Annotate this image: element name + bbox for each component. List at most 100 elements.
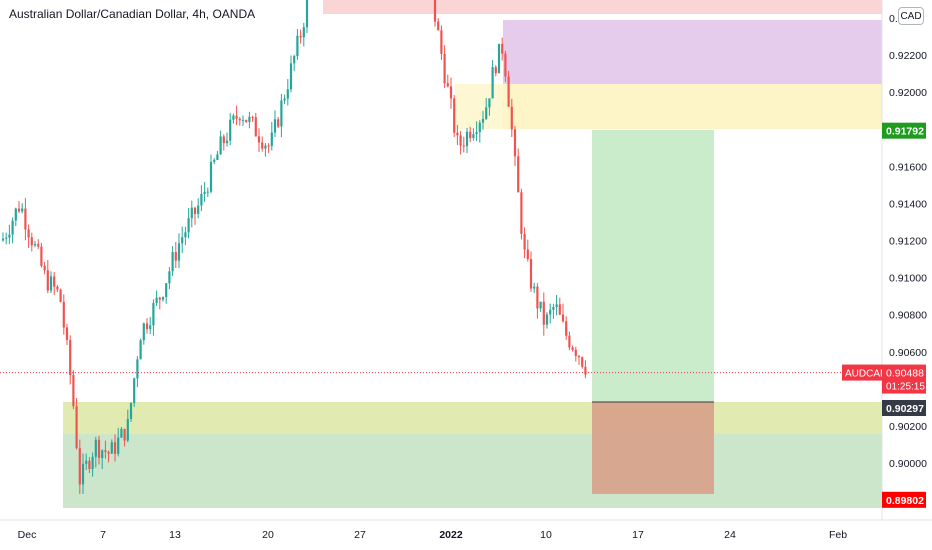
candle-body: [49, 276, 53, 291]
candle-body: [533, 286, 536, 289]
x-tick-label: Feb: [829, 529, 847, 541]
candle-body: [302, 27, 305, 38]
countdown-text: 01:25:15: [886, 382, 925, 393]
candle-body: [11, 220, 14, 235]
supply-zone-top: [323, 0, 882, 14]
candle-body: [101, 450, 104, 458]
candle-body: [491, 67, 494, 99]
price-label-text: 0.89802: [886, 495, 924, 507]
candle-body: [216, 154, 219, 160]
candle-body: [552, 307, 555, 310]
candle-body: [238, 118, 241, 121]
candle-body: [184, 232, 187, 238]
candle-body: [158, 297, 161, 300]
candle-body: [145, 323, 149, 329]
x-tick-label: 17: [632, 529, 644, 541]
candle-body: [104, 450, 107, 452]
demand-zone-yellow-band: [63, 402, 882, 434]
candle-body: [197, 205, 200, 215]
candle-body: [561, 314, 565, 322]
candle-body: [40, 246, 43, 266]
y-tick-label: 0.90600: [889, 347, 927, 359]
candle-body: [584, 366, 587, 375]
candle-body: [254, 117, 257, 137]
symbol-label-text: AUDCAD: [845, 369, 887, 380]
candle-body: [558, 304, 561, 315]
candle-body: [440, 30, 443, 54]
y-tick-label: 0.91200: [889, 236, 927, 248]
candle-body: [494, 67, 497, 74]
candle-body: [161, 297, 165, 300]
candle-body: [581, 357, 584, 367]
candle-body: [203, 191, 206, 194]
candle-body: [174, 252, 177, 261]
y-tick-label: 0.90200: [889, 421, 927, 433]
candle-body: [81, 463, 85, 485]
stop-zone: [592, 402, 714, 494]
y-tick-label: 0.90800: [889, 310, 927, 322]
candle-body: [43, 265, 46, 271]
candle-body: [577, 356, 581, 358]
candle-body: [574, 349, 577, 357]
candle-body: [37, 244, 40, 247]
y-tick-label: 0.90000: [889, 458, 927, 470]
candle-body: [177, 243, 181, 261]
candle-body: [30, 237, 33, 246]
candle-body: [520, 192, 523, 234]
candle-body: [24, 208, 27, 230]
candle-body: [549, 309, 552, 315]
candle-body: [257, 136, 261, 143]
candle-body: [107, 451, 110, 454]
candle-body: [133, 378, 136, 403]
candle-body: [8, 234, 11, 238]
symbol-label-box: [842, 364, 883, 381]
x-tick-label: 20: [262, 529, 274, 541]
candle-body: [571, 347, 574, 350]
candle-body: [142, 323, 145, 341]
candle-body: [78, 448, 81, 485]
x-tick-label: Dec: [18, 529, 37, 541]
candle-body: [456, 132, 459, 136]
price-label-box: [882, 491, 926, 508]
candle-body: [280, 100, 283, 127]
candle-body: [88, 460, 91, 469]
candle-body: [267, 145, 270, 147]
candle-body: [149, 325, 152, 329]
candle-body: [113, 442, 117, 454]
candle-body: [222, 136, 225, 144]
candle-body: [14, 208, 17, 221]
candle-body: [283, 98, 286, 101]
candle-body: [21, 208, 24, 212]
candle-body: [462, 145, 465, 147]
candle-body: [168, 271, 171, 284]
candle-body: [165, 283, 168, 298]
candle-body: [497, 43, 501, 74]
y-tick-label: 0.92200: [889, 50, 927, 62]
candle-body: [481, 118, 485, 123]
candle-body: [65, 327, 69, 341]
y-tick-label: 0.92000: [889, 87, 927, 99]
candle-body: [469, 131, 472, 139]
candle-body: [181, 237, 184, 244]
target-zone: [592, 130, 714, 402]
candle-body: [529, 259, 533, 289]
currency-badge[interactable]: CAD: [898, 7, 924, 25]
candle-body: [449, 86, 453, 99]
candle-body: [277, 119, 280, 127]
price-label-box: [882, 400, 926, 417]
candle-body: [187, 218, 190, 233]
candle-body: [91, 456, 94, 469]
y-tick-label: 0.91000: [889, 273, 927, 285]
candle-body: [507, 76, 510, 107]
candle-body: [526, 249, 529, 260]
candle-body: [117, 437, 120, 454]
x-tick-label: 27: [354, 529, 366, 541]
candle-body: [513, 129, 517, 157]
candle-body: [472, 134, 475, 139]
y-tick-label: 0.91600: [889, 161, 927, 173]
candle-body: [56, 286, 59, 290]
candle-body: [273, 119, 277, 133]
candle-body: [264, 145, 267, 149]
candle-body: [225, 140, 229, 144]
